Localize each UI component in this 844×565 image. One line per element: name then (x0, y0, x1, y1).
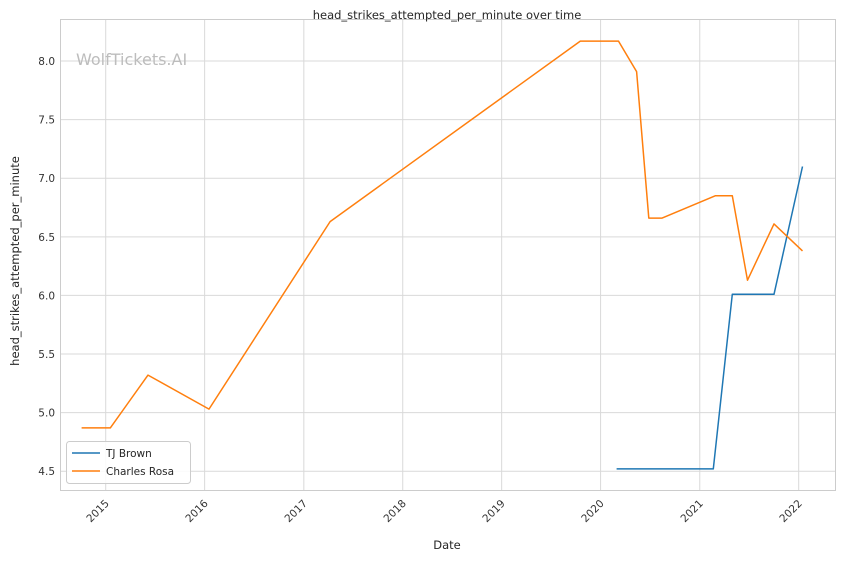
y-tick-label: 6.0 (38, 290, 55, 302)
series-lines (81, 40, 804, 470)
legend: TJ Brown Charles Rosa (66, 441, 191, 484)
watermark: WolfTickets.AI (76, 50, 187, 69)
legend-label-tj-brown: TJ Brown (105, 448, 152, 460)
y-tick-label: 5.0 (38, 408, 55, 420)
y-tick-label: 6.5 (38, 232, 55, 244)
y-tick-label: 7.0 (38, 173, 55, 185)
chart-title: head_strikes_attempted_per_minute over t… (313, 8, 582, 22)
y-tick-label: 8.0 (38, 56, 55, 68)
grid-lines (61, 20, 835, 490)
plot-frame (60, 19, 836, 491)
series-line-1 (81, 40, 804, 429)
legend-box (66, 441, 191, 484)
legend-label-charles-rosa: Charles Rosa (106, 466, 174, 478)
y-tick-label: 7.5 (38, 115, 55, 127)
x-axis-label: Date (433, 538, 461, 552)
y-axis-label: head_strikes_attempted_per_minute (8, 156, 22, 366)
y-tick-label: 4.5 (38, 466, 55, 478)
series-line-0 (616, 166, 804, 470)
y-tick-label: 5.5 (38, 349, 55, 361)
